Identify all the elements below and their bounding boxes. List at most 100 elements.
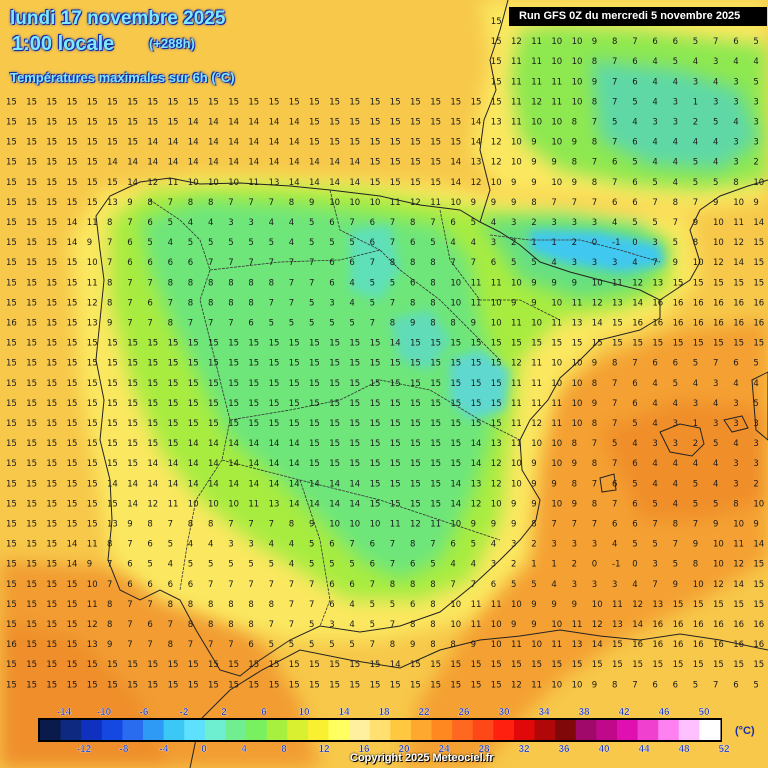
grid-value: 7	[289, 580, 294, 590]
grid-value: 14	[390, 660, 401, 670]
grid-value: 15	[450, 97, 461, 107]
grid-value: 15	[6, 600, 17, 610]
grid-value: 11	[511, 419, 522, 429]
grid-value: 15	[673, 660, 684, 670]
grid-value: 15	[26, 258, 37, 268]
grid-value: 2	[531, 218, 536, 228]
grid-value: 15	[168, 118, 179, 128]
legend-label-lower: -4	[160, 744, 169, 755]
grid-value: 15	[67, 359, 78, 369]
grid-value: 10	[551, 138, 562, 148]
grid-value: 15	[329, 138, 340, 148]
grid-value: 15	[228, 680, 239, 690]
grid-value: 5	[309, 298, 314, 308]
grid-value: 15	[289, 379, 300, 389]
grid-value: 15	[6, 198, 17, 208]
grid-value: 15	[6, 479, 17, 489]
grid-value: 15	[26, 459, 37, 469]
grid-value: 15	[471, 339, 482, 349]
grid-value: 4	[188, 540, 193, 550]
grid-value: 4	[349, 620, 354, 630]
grid-value: 5	[269, 640, 274, 650]
grid-value: 15	[67, 640, 78, 650]
grid-value: 8	[390, 319, 395, 329]
grid-value: 11	[511, 319, 522, 329]
grid-value: 6	[248, 319, 253, 329]
grid-value: 9	[511, 198, 516, 208]
grid-value: 15	[6, 178, 17, 188]
grid-value: 4	[693, 379, 698, 389]
grid-value: 3	[753, 419, 758, 429]
grid-value: 14	[147, 138, 158, 148]
grid-value: 10	[349, 520, 360, 530]
grid-value: 11	[531, 57, 542, 67]
grid-value: 5	[208, 560, 213, 570]
grid-value: 5	[168, 540, 173, 550]
grid-value: 10	[450, 278, 461, 288]
legend-label-upper: -10	[97, 707, 112, 718]
grid-value: 16	[733, 319, 744, 329]
grid-value: 5	[713, 499, 718, 509]
grid-value: 5	[228, 560, 233, 570]
grid-value: 6	[248, 640, 253, 650]
grid-value: 10	[531, 319, 542, 329]
grid-value: 14	[188, 459, 199, 469]
grid-value: 13	[107, 198, 118, 208]
grid-value: 11	[471, 298, 482, 308]
legend-swatch	[575, 720, 597, 740]
grid-value: 7	[612, 459, 617, 469]
grid-value: 15	[370, 359, 381, 369]
grid-value: 4	[652, 138, 657, 148]
grid-value: 5	[228, 238, 233, 248]
grid-value: 11	[733, 540, 744, 550]
grid-value: 8	[390, 258, 395, 268]
grid-value: 8	[289, 198, 294, 208]
grid-value: 15	[410, 178, 421, 188]
grid-value: 15	[26, 379, 37, 389]
grid-value: 15	[6, 439, 17, 449]
grid-value: 14	[349, 158, 360, 168]
legend-label-upper: 18	[378, 707, 390, 718]
grid-value: 4	[652, 459, 657, 469]
grid-value: 6	[410, 278, 415, 288]
grid-value: 10	[491, 499, 502, 509]
grid-value: 14	[188, 158, 199, 168]
grid-value: 8	[430, 620, 435, 630]
grid-value: 15	[107, 339, 118, 349]
grid-value: 10	[450, 520, 461, 530]
grid-value: 4	[349, 600, 354, 610]
grid-value: 15	[390, 178, 401, 188]
grid-value: 15	[450, 138, 461, 148]
grid-value: 12	[632, 600, 643, 610]
grid-value: 9	[673, 580, 678, 590]
grid-value: 15	[511, 660, 522, 670]
grid-value: 6	[147, 298, 152, 308]
region-border-6	[299, 479, 331, 627]
grid-value: 4	[652, 158, 657, 168]
grid-value: 15	[67, 620, 78, 630]
grid-value: 8	[430, 600, 435, 610]
grid-value: 9	[107, 640, 112, 650]
grid-value: 3	[693, 77, 698, 87]
legend-label-upper: 38	[578, 707, 590, 718]
grid-value: 5	[329, 560, 334, 570]
grid-value: 15	[67, 178, 78, 188]
grid-value: 15	[26, 660, 37, 670]
grid-value: 15	[67, 520, 78, 530]
grid-value: 10	[551, 499, 562, 509]
grid-value: 5	[511, 580, 516, 590]
grid-value: 14	[269, 479, 280, 489]
grid-value: 15	[127, 419, 138, 429]
grid-value: 10	[693, 258, 704, 268]
grid-value: 10	[491, 178, 502, 188]
grid-value: 7	[693, 198, 698, 208]
grid-value: 15	[67, 278, 78, 288]
grid-value: 15	[168, 680, 179, 690]
grid-value: 9	[531, 158, 536, 168]
grid-value: 4	[208, 540, 213, 550]
grid-value: 14	[248, 479, 259, 489]
grid-value: 15	[612, 660, 623, 670]
grid-value: 7	[208, 258, 213, 268]
legend-label-lower: 48	[678, 744, 690, 755]
grid-value: 11	[248, 499, 259, 509]
